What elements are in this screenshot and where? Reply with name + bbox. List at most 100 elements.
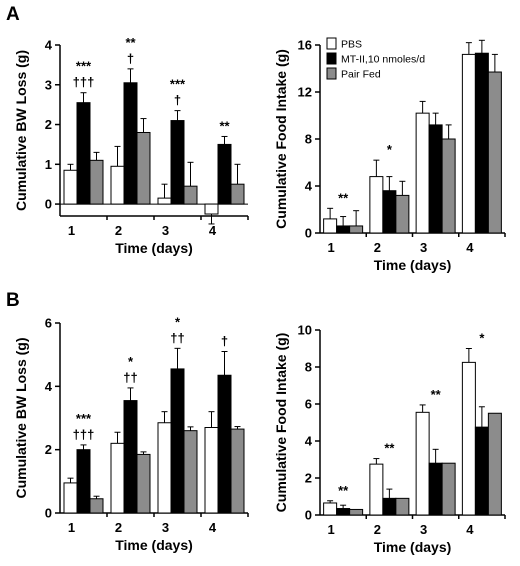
y-tick-label: 3 xyxy=(45,77,52,92)
legend-label: Pair Fed xyxy=(341,69,381,81)
legend-label: MT-II,10 nmoles/d xyxy=(341,54,425,66)
x-axis-title: Time (days) xyxy=(374,257,452,273)
x-axis-title: Time (days) xyxy=(374,539,452,555)
significance-marker: ** xyxy=(219,118,230,133)
significance-marker: * xyxy=(479,331,485,346)
y-tick-label: 2 xyxy=(45,442,52,457)
bar xyxy=(461,361,476,516)
bar xyxy=(323,218,338,234)
significance-marker: * xyxy=(128,354,134,369)
significance-marker: †† xyxy=(123,370,137,385)
bar xyxy=(369,463,384,516)
y-axis-title: Cumulative Food Intake (g) xyxy=(273,49,289,229)
x-tick-label: 2 xyxy=(115,223,122,238)
significance-marker: ** xyxy=(338,483,349,498)
x-tick-label: 3 xyxy=(162,223,169,238)
significance-marker: ††† xyxy=(73,427,95,442)
bar xyxy=(183,430,198,514)
y-tick-label: 4 xyxy=(305,434,313,449)
legend: PBS MT-II,10 nmoles/d Pair Fed xyxy=(326,37,425,81)
bar xyxy=(349,225,364,234)
y-tick-label: 0 xyxy=(305,226,312,241)
bar xyxy=(217,374,232,514)
y-axis-title: Cumulative Food Intake (g) xyxy=(273,333,289,513)
y-tick-label: 8 xyxy=(305,132,312,147)
significance-marker: †† xyxy=(170,330,184,345)
bar xyxy=(441,462,456,516)
bar xyxy=(323,502,338,516)
bar xyxy=(157,422,172,514)
bar xyxy=(382,497,397,516)
significance-marker: ** xyxy=(125,35,136,50)
bar xyxy=(395,497,410,516)
bar xyxy=(170,368,185,514)
y-tick-label: 1 xyxy=(45,157,52,172)
bar xyxy=(336,225,351,234)
y-tick-label: 6 xyxy=(45,316,52,331)
x-axis-title: Time (days) xyxy=(115,537,193,553)
x-tick-label: 4 xyxy=(466,240,474,255)
bar xyxy=(428,124,443,234)
y-tick-label: 2 xyxy=(45,117,52,132)
bar xyxy=(204,203,219,215)
bar xyxy=(170,120,185,205)
significance-marker: * xyxy=(175,314,181,329)
y-axis-title: Cumulative BW Loss (g) xyxy=(13,337,29,498)
bar xyxy=(395,194,410,234)
x-tick-label: 1 xyxy=(68,223,75,238)
x-tick-label: 4 xyxy=(209,520,217,535)
bar xyxy=(136,453,151,514)
bar xyxy=(428,462,443,516)
bar xyxy=(230,428,245,514)
significance-marker: ††† xyxy=(73,75,95,90)
bar xyxy=(183,185,198,205)
bar xyxy=(461,53,476,234)
significance-marker: ** xyxy=(338,190,349,205)
y-tick-label: 4 xyxy=(45,379,53,394)
bar xyxy=(157,197,172,205)
bar xyxy=(474,426,489,516)
y-tick-label: 4 xyxy=(305,179,313,194)
x-axis-title: Time (days) xyxy=(115,240,193,256)
significance-marker: *** xyxy=(76,59,92,74)
y-tick-label: 4 xyxy=(45,38,53,53)
significance-marker: † xyxy=(127,51,134,66)
bar xyxy=(415,112,430,234)
legend-swatch xyxy=(326,67,337,80)
panel-label-a: A xyxy=(6,4,20,25)
panel-label-b: B xyxy=(6,290,20,311)
y-tick-label: 16 xyxy=(298,38,312,53)
legend-swatch xyxy=(326,37,337,50)
bar xyxy=(336,508,351,516)
bar xyxy=(136,131,151,205)
x-tick-label: 4 xyxy=(466,522,474,537)
bar xyxy=(369,176,384,234)
y-tick-label: 8 xyxy=(305,360,312,375)
bar xyxy=(415,411,430,516)
bar xyxy=(89,159,104,205)
x-tick-label: 2 xyxy=(374,240,381,255)
bar xyxy=(63,482,78,514)
significance-marker: *** xyxy=(76,411,92,426)
bar xyxy=(487,412,502,516)
x-tick-label: 2 xyxy=(374,522,381,537)
x-tick-label: 3 xyxy=(420,522,427,537)
y-axis-title: Cumulative BW Loss (g) xyxy=(13,50,29,211)
x-tick-label: 3 xyxy=(162,520,169,535)
y-tick-label: 0 xyxy=(305,508,312,523)
significance-marker: * xyxy=(387,142,393,157)
x-tick-label: 2 xyxy=(115,520,122,535)
significance-marker: † xyxy=(174,93,181,108)
bar xyxy=(76,449,91,514)
significance-marker: *** xyxy=(170,77,186,92)
legend-swatch xyxy=(326,52,337,65)
bar xyxy=(349,508,364,516)
y-tick-label: 0 xyxy=(45,506,52,521)
y-tick-label: 0 xyxy=(45,197,52,212)
